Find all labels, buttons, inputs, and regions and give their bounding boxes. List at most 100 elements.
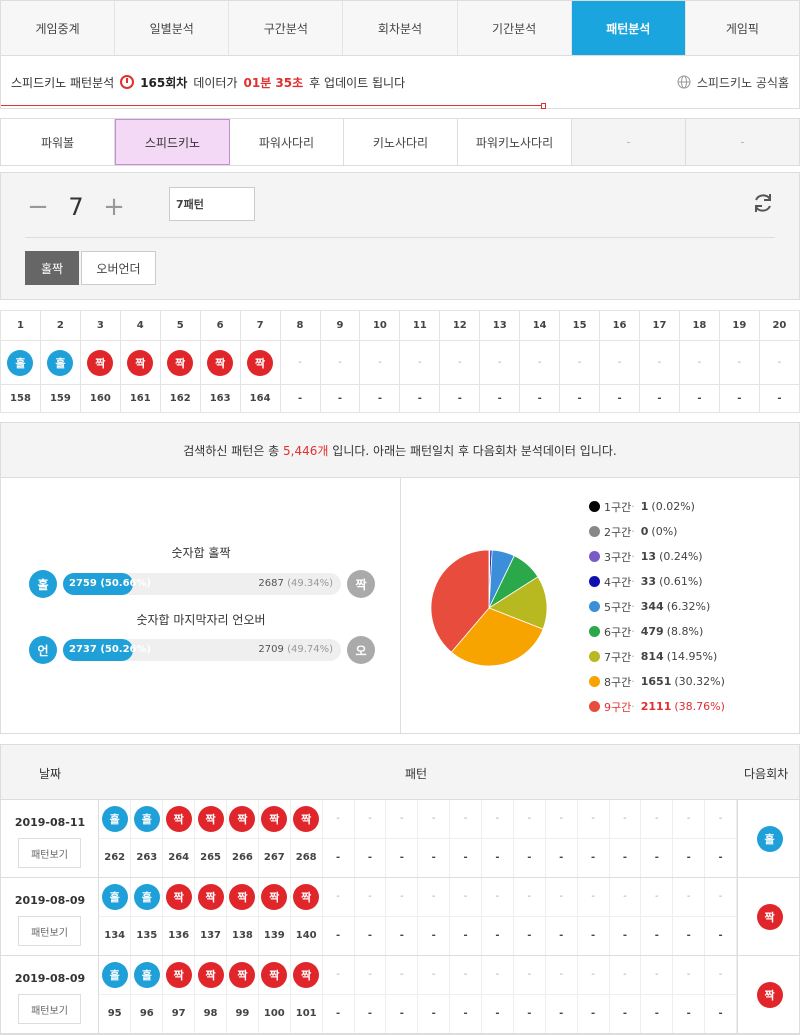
sum-stats: 숫자합 홀짝 홀 2759 (50.66%) 2687 (49.34%) 짝 숫… <box>1 478 401 734</box>
history-ball-empty: - <box>400 813 404 824</box>
nav-tab-3[interactable]: 회차분석 <box>343 1 457 55</box>
legend-item: 6구간 ·479(8.8%) <box>589 619 725 644</box>
nav-tab-0[interactable]: 게임중계 <box>1 1 115 55</box>
history-round-cell: - <box>322 838 354 877</box>
history-ball-empty: - <box>528 891 532 902</box>
grid-col-header: 13 <box>480 311 520 341</box>
pattern-ball: 짝 <box>247 350 273 376</box>
grid-col-header: 17 <box>640 311 680 341</box>
history-ball-empty: - <box>464 891 468 902</box>
grid-ball-cell: 홀 <box>40 341 80 385</box>
pattern-select[interactable]: 7패턴 <box>169 187 255 221</box>
history-ball-empty: - <box>719 969 723 980</box>
game-tab-1[interactable]: 스피드키노 <box>115 119 230 165</box>
history-ball-empty: - <box>623 813 627 824</box>
history-ball-cell: - <box>322 878 354 916</box>
view-pattern-button[interactable]: 패턴보기 <box>18 838 81 868</box>
history-ball-cell: - <box>482 878 514 916</box>
grid-col-header: 15 <box>560 311 600 341</box>
game-tab-0[interactable]: 파워볼 <box>1 119 115 165</box>
legend-percent: (0%) <box>651 525 677 538</box>
legend-swatch <box>589 501 600 512</box>
grid-round-cell: 164 <box>240 385 280 413</box>
next-round-ball: 짝 <box>757 982 783 1008</box>
history-round-cell: - <box>577 994 609 1033</box>
nav-tab-6[interactable]: 게임픽 <box>686 1 799 55</box>
pattern-ball: 짝 <box>207 350 233 376</box>
nav-tab-1[interactable]: 일별분석 <box>115 1 229 55</box>
legend-separator: · <box>631 700 635 713</box>
game-tab-3[interactable]: 키노사다리 <box>344 119 458 165</box>
history-round-cell: - <box>354 994 386 1033</box>
view-pattern-button[interactable]: 패턴보기 <box>18 994 81 1024</box>
nav-tab-5[interactable]: 패턴분석 <box>572 1 686 55</box>
nav-tab-4[interactable]: 기간분석 <box>458 1 572 55</box>
history-round-cell: - <box>450 916 482 955</box>
legend-value: 814 <box>641 650 664 663</box>
history-ball-cell: - <box>705 800 737 838</box>
pie-legend: 1구간 ·1(0.02%)2구간 ·0(0%)3구간 ·13(0.24%)4구간… <box>589 494 725 719</box>
under-ball: 언 <box>29 636 57 664</box>
summary-before: 검색하신 패턴은 총 <box>183 442 279 459</box>
history-ball-cell: - <box>577 956 609 994</box>
grid-col-header: 19 <box>719 311 759 341</box>
status-middle: 데이터가 <box>193 74 237 91</box>
history-ball: 짝 <box>229 806 255 832</box>
history-date: 2019-08-09 <box>1 972 99 985</box>
grid-round-cell: - <box>520 385 560 413</box>
history-ball-empty: - <box>591 969 595 980</box>
history-round-cell: 138 <box>227 916 259 955</box>
legend-value: 1 <box>641 500 649 513</box>
grid-round-cell: - <box>440 385 480 413</box>
legend-percent: (0.24%) <box>659 550 703 563</box>
history-next-header: 다음회차 <box>744 765 788 782</box>
odd-even-button[interactable]: 홀짝 <box>25 251 79 285</box>
over-under-button[interactable]: 오버언더 <box>81 251 156 285</box>
history-ball-cell: - <box>354 800 386 838</box>
history-ball: 짝 <box>198 962 224 988</box>
grid-ball-cell: - <box>280 341 320 385</box>
history-ball-cell: - <box>609 878 641 916</box>
history-ball-cell: 짝 <box>290 878 322 916</box>
refresh-icon[interactable] <box>751 191 775 215</box>
grid-ball-cell: 짝 <box>200 341 240 385</box>
grid-ball-cell: 짝 <box>160 341 200 385</box>
increase-button[interactable]: + <box>101 192 127 222</box>
history-ball-cell: 짝 <box>227 878 259 916</box>
game-tab-2[interactable]: 파워사다리 <box>230 119 344 165</box>
legend-label: 1구간 <box>604 499 631 515</box>
history-ball-cell: - <box>641 956 673 994</box>
legend-separator: · <box>631 575 635 588</box>
history-ball-cell: 짝 <box>258 800 290 838</box>
history-ball: 짝 <box>293 962 319 988</box>
decrease-button[interactable]: − <box>25 192 51 222</box>
game-tab-4[interactable]: 파워키노사다리 <box>458 119 572 165</box>
legend-separator: · <box>631 675 635 688</box>
grid-round-cell: 160 <box>80 385 120 413</box>
legend-label: 6구간 <box>604 624 631 640</box>
odd-even-bar: 홀 2759 (50.66%) 2687 (49.34%) 짝 <box>29 570 375 598</box>
history-round-cell: 140 <box>290 916 322 955</box>
official-home-link[interactable]: 스피드키노 공식홈 <box>677 74 789 91</box>
history-round-cell: 134 <box>99 916 131 955</box>
history-ball-empty: - <box>368 813 372 824</box>
history-round-cell: - <box>577 838 609 877</box>
history-ball-cell: - <box>482 800 514 838</box>
view-pattern-button[interactable]: 패턴보기 <box>18 916 81 946</box>
grid-round-cell: - <box>320 385 360 413</box>
legend-label: 9구간 <box>604 699 631 715</box>
over-count-pct: (49.74%) <box>287 644 333 655</box>
history-date-cell: 2019-08-09 패턴보기 <box>1 956 99 1034</box>
nav-tab-2[interactable]: 구간분석 <box>229 1 343 55</box>
history-ball-cell: - <box>450 800 482 838</box>
pattern-ball-empty: - <box>618 357 622 368</box>
pattern-ball: 홀 <box>7 350 33 376</box>
history-round-cell: - <box>482 838 514 877</box>
grid-ball-cell: - <box>759 341 799 385</box>
